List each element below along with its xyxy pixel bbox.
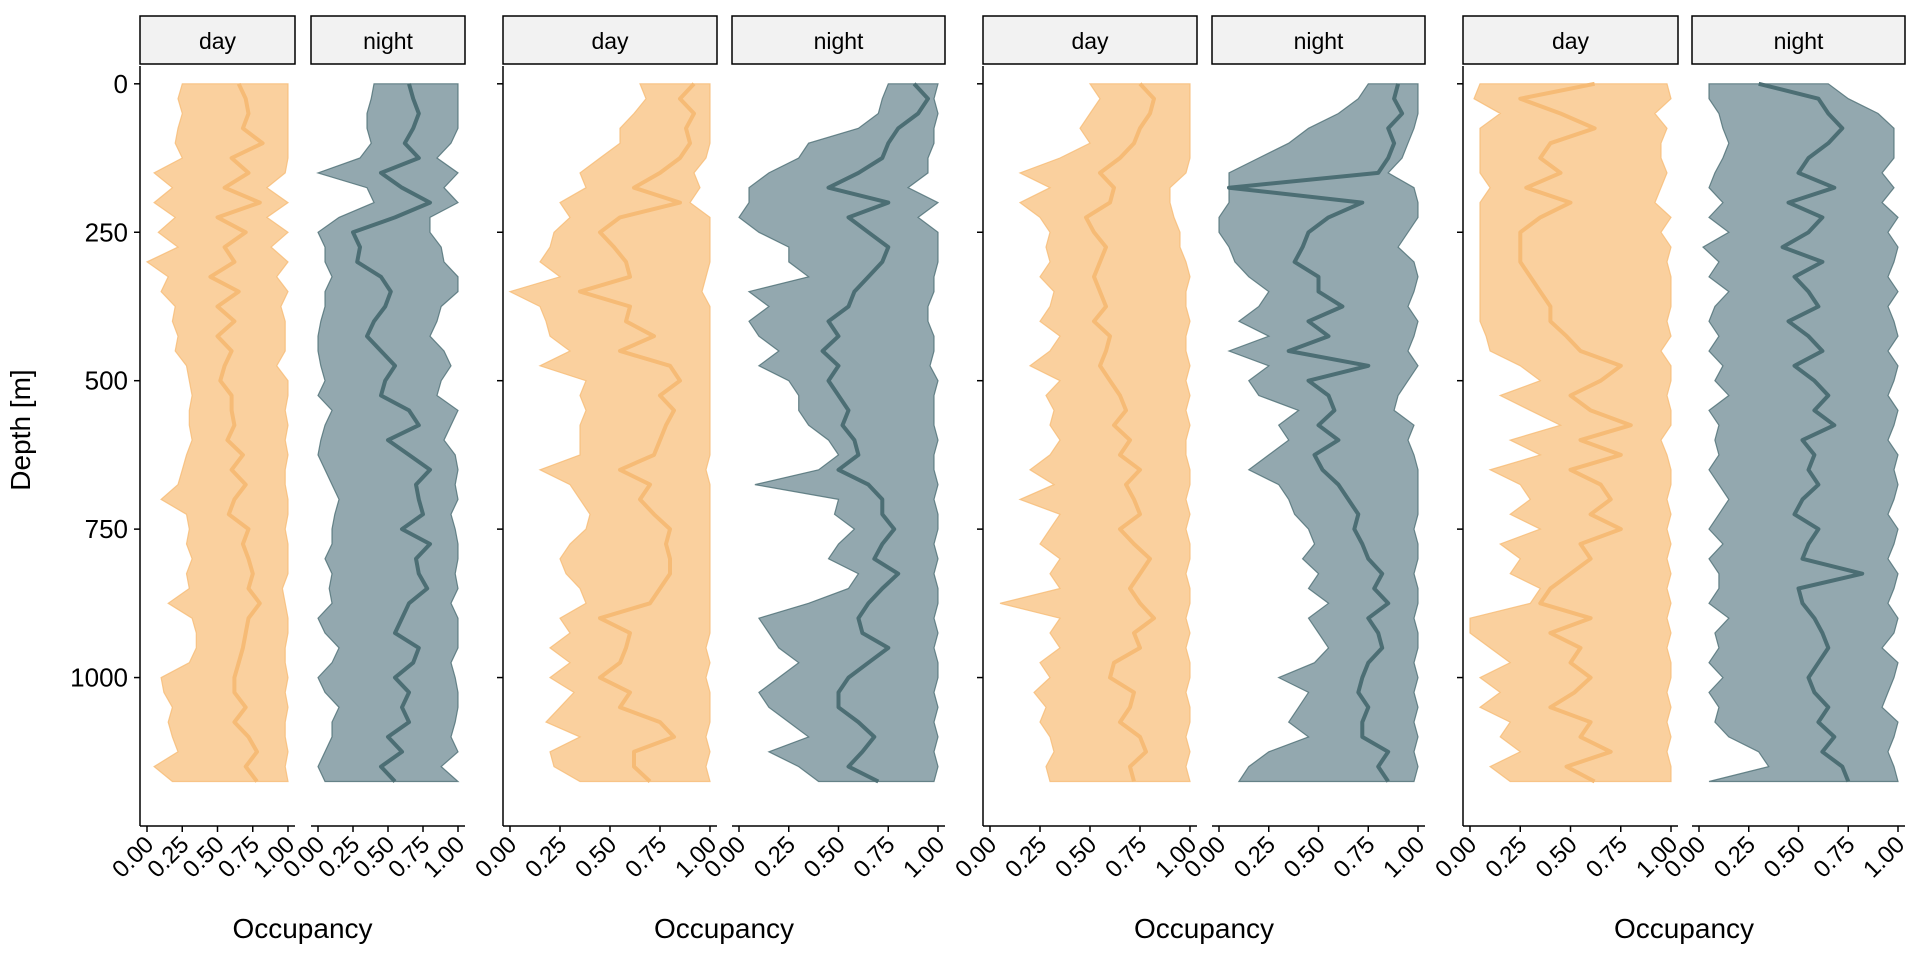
x-tick-label: 0.50 [570,831,622,883]
facet-strip-label: night [814,28,864,54]
occupancy-median-line-day [578,82,696,783]
occupancy-median-line-day [208,82,265,783]
facet-strip-label: day [199,28,237,54]
occupancy-median-line-night [1758,81,1865,783]
y-axis-title: Depth [m] [5,369,36,490]
x-tick-label: 0.25 [1480,831,1532,883]
occupancy-ribbon-day [999,83,1191,783]
x-tick-label: 0.50 [799,831,851,883]
x-tick-label: 0.00 [470,831,522,883]
x-tick-label: 1.00 [898,831,950,883]
occupancy-ribbon-night [1701,83,1899,783]
occupancy-ribbon-day [145,83,290,783]
occupancy-ribbon-night [738,83,940,783]
x-tick-label: 0.75 [848,831,900,883]
x-tick-label: 0.00 [1430,831,1482,883]
facet-strip-label: day [1071,28,1109,54]
x-tick-label: 0.25 [749,831,801,883]
x-tick-label: 0.50 [1050,831,1102,883]
facet-strip [731,15,946,65]
occupancy-ribbon-day [1469,83,1672,783]
facet-strip [310,15,466,65]
x-axis-title: Occupancy [232,913,372,944]
x-tick-label: 1.00 [418,831,470,883]
y-tick-label: 500 [85,366,128,396]
facet-strip-label: night [1774,28,1824,54]
occupancy-ribbon-night [1218,83,1419,783]
x-tick-label: 0.25 [1000,831,1052,883]
x-tick-label: 0.25 [1709,831,1761,883]
x-tick-label: 0.50 [1531,831,1583,883]
x-tick-label: 0.50 [1759,831,1811,883]
facet-strip [139,15,296,65]
x-tick-label: 0.75 [1581,831,1633,883]
occupancy-median-line-day [1084,82,1156,783]
x-axis-title: Occupancy [1614,913,1754,944]
occupancy-median-line-night [351,83,432,783]
occupancy-ribbon-night [316,83,460,783]
x-tick-label: 0.50 [1279,831,1331,883]
x-tick-label: 0.25 [520,831,572,883]
y-tick-label: 1000 [70,663,128,693]
x-axis-title: Occupancy [1134,913,1274,944]
occupancy-median-line-day [1518,81,1633,784]
facet-strip-label: day [1552,28,1590,54]
facet-strip [1211,15,1426,65]
facet-strip [1691,15,1906,65]
x-tick-label: 0.25 [1229,831,1281,883]
x-tick-label: 0.75 [620,831,672,883]
x-tick-label: 0.00 [950,831,1002,883]
facet-strip [502,15,718,65]
y-tick-label: 250 [85,217,128,247]
y-tick-label: 750 [85,514,128,544]
occupancy-median-line-night [1227,83,1405,783]
occupancy-median-line-night [820,82,930,784]
x-axis-title: Occupancy [654,913,794,944]
x-tick-label: 0.75 [1328,831,1380,883]
y-tick-label: 0 [114,69,128,99]
facet-strip [1462,15,1679,65]
facet-strip [982,15,1198,65]
x-tick-label: 1.00 [1378,831,1430,883]
facet-strip-label: night [1294,28,1344,54]
x-tick-label: 0.75 [1808,831,1860,883]
x-tick-label: 0.75 [1100,831,1152,883]
facet-strip-label: night [363,28,413,54]
x-tick-label: 1.00 [1858,831,1910,883]
facet-strip-label: day [591,28,629,54]
occupancy-ribbon-day [508,83,711,783]
